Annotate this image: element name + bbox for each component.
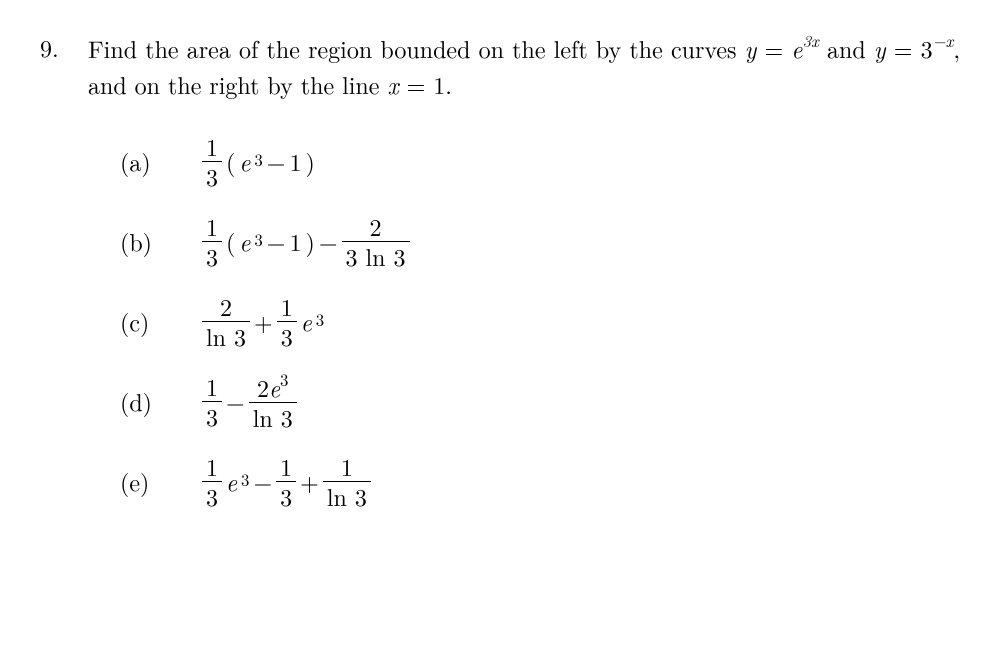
numerator: 2 — [202, 293, 250, 321]
base-3: 3 — [921, 31, 933, 65]
one: 1 — [289, 224, 301, 258]
fraction: 1 3 — [277, 293, 297, 349]
denominator: 3 — [277, 322, 297, 349]
fraction: 1 3 — [202, 453, 222, 509]
exponent: −x — [933, 28, 954, 52]
plus-op: + — [254, 304, 273, 338]
choice-label-e: (e) — [120, 464, 200, 498]
problem-text: Find the area of the region bounded on t… — [88, 30, 960, 102]
problem-number: 9. — [40, 30, 80, 64]
numerator: 1 — [277, 293, 297, 321]
equation-lhs: y — [745, 31, 757, 65]
math-expression-e: 1 3 e3 − 1 3 + 1 ln 3 — [200, 453, 373, 509]
numerator: 1 — [202, 133, 222, 161]
choice-label-a: (a) — [120, 144, 200, 178]
e-base: e — [226, 464, 237, 498]
choice-d: (d) 1 3 − 2e3 ln 3 — [120, 370, 960, 432]
numerator: 2e3 — [249, 372, 297, 402]
choice-a: (a) 1 3 ( e3 − 1 ) — [120, 130, 960, 192]
math-expression-c: 2 ln 3 + 1 3 e3 — [200, 293, 326, 349]
one: 1 — [289, 144, 301, 178]
e-base: e — [301, 304, 312, 338]
minus-op: − — [226, 384, 245, 418]
equals-sign: = — [756, 31, 791, 65]
numerator: 1 — [323, 453, 371, 481]
answer-choices: (a) 1 3 ( e3 − 1 ) (b) 1 3 ( e3 − 1 ) − — [120, 130, 960, 512]
paren-close: ) — [305, 224, 314, 258]
choice-label-b: (b) — [120, 224, 200, 258]
exponent: 3 — [241, 467, 249, 491]
plus-op: + — [300, 464, 319, 498]
choice-c: (c) 2 ln 3 + 1 3 e3 — [120, 290, 960, 352]
minus-op: − — [319, 224, 338, 258]
problem-statement: 9. Find the area of the region bounded o… — [40, 30, 960, 102]
equals-sign: = — [886, 31, 921, 65]
exponent: 3 — [254, 147, 262, 171]
choice-label-c: (c) — [120, 304, 200, 338]
exponent: 3x — [802, 28, 818, 52]
e-base: e — [239, 224, 250, 258]
minus-op: − — [267, 224, 286, 258]
denominator: ln 3 — [323, 482, 371, 509]
paren-close: ) — [305, 144, 314, 178]
numerator: 1 — [276, 453, 296, 481]
choice-e: (e) 1 3 e3 − 1 3 + 1 ln 3 — [120, 450, 960, 512]
denominator: ln 3 — [202, 322, 250, 349]
e-base: e — [239, 144, 250, 178]
x-var: x — [387, 67, 398, 101]
math-expression-b: 1 3 ( e3 − 1 ) − 2 3 ln 3 — [200, 213, 412, 269]
choice-b: (b) 1 3 ( e3 − 1 ) − 2 3 ln 3 — [120, 210, 960, 272]
paren-open: ( — [226, 224, 235, 258]
equation-lhs: y — [874, 31, 886, 65]
numerator: 2 — [342, 213, 410, 241]
fraction: 1 3 — [202, 213, 222, 269]
denominator: 3 — [202, 242, 222, 269]
e-base: e — [791, 31, 802, 65]
fraction: 1 3 — [276, 453, 296, 509]
denominator: 3 ln 3 — [342, 242, 410, 269]
numerator: 1 — [202, 213, 222, 241]
numerator: 1 — [202, 453, 222, 481]
denominator: 3 — [202, 162, 222, 189]
fraction: 2 3 ln 3 — [342, 213, 410, 269]
math-expression-a: 1 3 ( e3 − 1 ) — [200, 133, 317, 189]
conjunction: and — [819, 31, 874, 65]
exponent: 3 — [316, 307, 324, 331]
minus-op: − — [253, 464, 272, 498]
denominator: 3 — [202, 482, 222, 509]
fraction: 1 3 — [202, 133, 222, 189]
choice-label-d: (d) — [120, 384, 200, 418]
denominator: ln 3 — [249, 403, 297, 430]
math-expression-d: 1 3 − 2e3 ln 3 — [200, 372, 299, 430]
paren-open: ( — [226, 144, 235, 178]
denominator: 3 — [202, 402, 222, 429]
minus-op: − — [267, 144, 286, 178]
fraction: 2 ln 3 — [202, 293, 250, 349]
fraction: 1 3 — [202, 373, 222, 429]
fraction: 1 ln 3 — [323, 453, 371, 509]
exponent: 3 — [254, 227, 262, 251]
equals-one: = 1. — [399, 67, 452, 101]
text-segment: Find the area of the region bounded on t… — [88, 31, 745, 65]
numerator: 1 — [202, 373, 222, 401]
fraction: 2e3 ln 3 — [249, 372, 297, 430]
denominator: 3 — [276, 482, 296, 509]
